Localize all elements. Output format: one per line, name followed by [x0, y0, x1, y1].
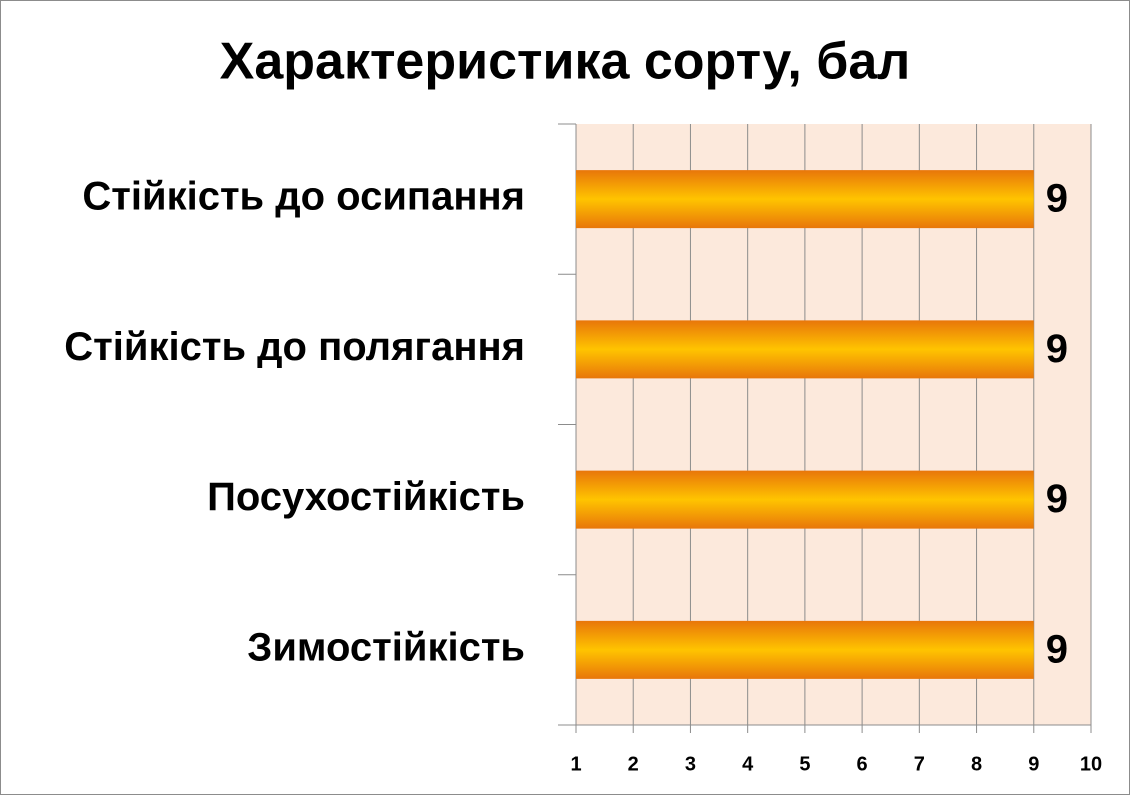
- x-tick-label: 9: [1028, 753, 1039, 775]
- x-tick-label: 3: [685, 753, 696, 775]
- y-tick-label: Стійкість до полягання: [64, 325, 525, 369]
- x-tick-label: 6: [857, 753, 868, 775]
- x-tick-label: 5: [799, 753, 810, 775]
- bar: [576, 470, 1034, 529]
- x-tick-label: 2: [628, 753, 639, 775]
- bar: [576, 620, 1034, 679]
- bar: [576, 320, 1034, 379]
- x-tick-label: 7: [914, 753, 925, 775]
- bar: [576, 170, 1034, 229]
- x-tick-label: 4: [742, 753, 754, 775]
- y-tick-label: Зимостійкість: [247, 625, 525, 669]
- x-tick-label: 10: [1080, 753, 1102, 775]
- data-label: 9: [1046, 327, 1068, 371]
- x-tick-label: 1: [570, 753, 581, 775]
- data-label: 9: [1046, 627, 1068, 671]
- data-label: 9: [1046, 477, 1068, 521]
- data-label: 9: [1046, 177, 1068, 221]
- y-tick-label: Стійкість до осипання: [82, 175, 525, 219]
- y-tick-label: Посухостійкість: [207, 475, 525, 519]
- chart-title: Характеристика сорту, бал: [220, 33, 911, 91]
- x-tick-label: 8: [971, 753, 982, 775]
